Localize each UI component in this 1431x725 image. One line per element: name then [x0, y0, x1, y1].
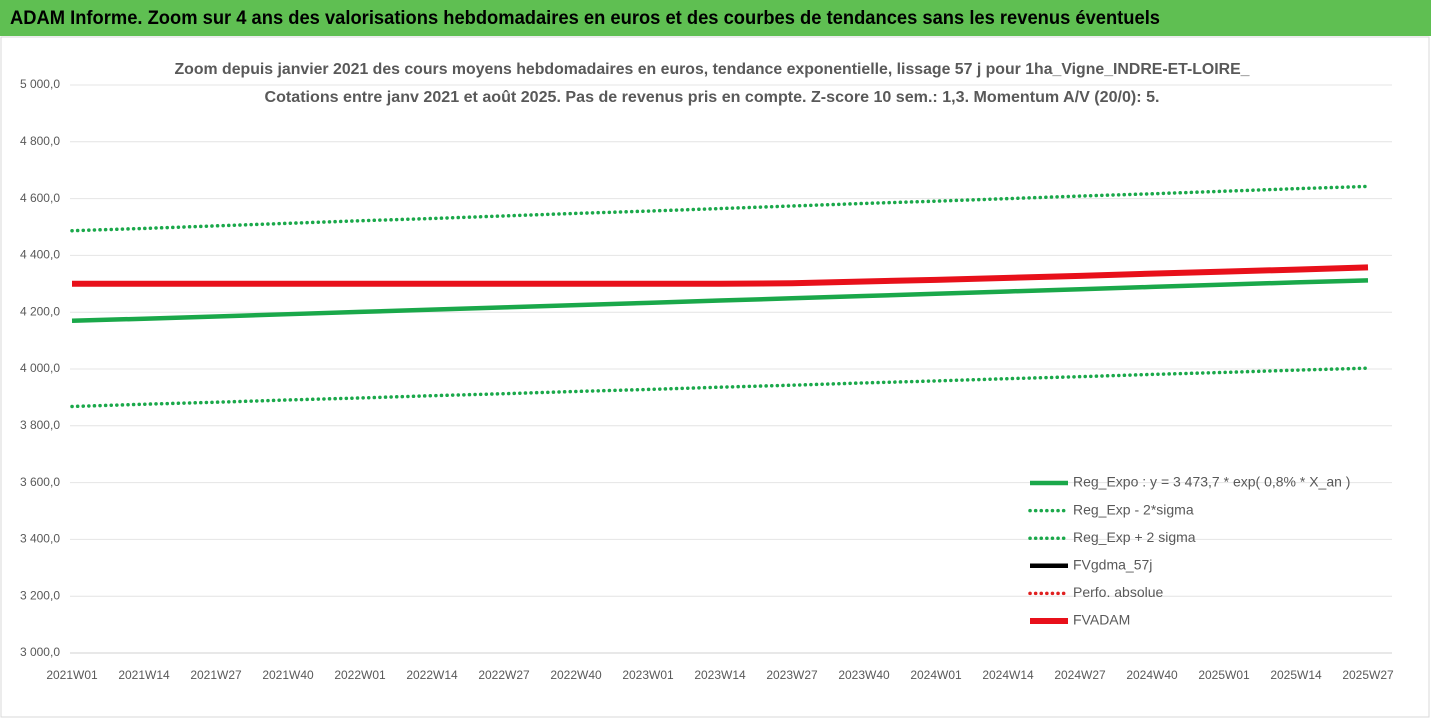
legend-label: Reg_Expo : y = 3 473,7 * exp( 0,8% * X_a… — [1073, 474, 1350, 490]
legend-label: FVADAM — [1073, 612, 1130, 628]
x-tick-label: 2021W40 — [262, 668, 314, 682]
x-tick-label: 2021W14 — [118, 668, 170, 682]
x-tick-label: 2023W01 — [622, 668, 674, 682]
header-title: ADAM Informe. Zoom sur 4 ans des valoris… — [10, 8, 1160, 29]
x-tick-label: 2021W01 — [46, 668, 98, 682]
chart-subtitle: Cotations entre janv 2021 et août 2025. … — [265, 89, 1160, 106]
header-bar — [0, 0, 1431, 36]
y-tick-label: 4 000,0 — [20, 361, 60, 375]
series-line — [71, 278, 1369, 323]
series-line — [70, 184, 1370, 233]
x-tick-label: 2021W27 — [190, 668, 242, 682]
y-tick-label: 5 000,0 — [20, 77, 60, 91]
x-tick-label: 2022W27 — [478, 668, 530, 682]
x-tick-label: 2022W14 — [406, 668, 458, 682]
x-tick-label: 2024W01 — [910, 668, 962, 682]
chart-title: Zoom depuis janvier 2021 des cours moyen… — [175, 61, 1251, 78]
chart-border — [0, 36, 1430, 718]
y-tick-label: 3 800,0 — [20, 418, 60, 432]
y-tick-label: 4 400,0 — [20, 248, 60, 262]
y-tick-label: 4 800,0 — [20, 134, 60, 148]
y-tick-label: 4 200,0 — [20, 304, 60, 318]
y-tick-label: 3 200,0 — [20, 588, 60, 602]
x-tick-label: 2023W14 — [694, 668, 746, 682]
y-tick-label: 3 600,0 — [20, 475, 60, 489]
x-tick-label: 2025W14 — [1270, 668, 1322, 682]
legend-label: Perfo. absolue — [1073, 584, 1163, 600]
x-tick-label: 2022W40 — [550, 668, 602, 682]
legend-label: Reg_Exp - 2*sigma — [1073, 501, 1194, 517]
series-line — [72, 264, 1369, 287]
x-tick-label: 2024W27 — [1054, 668, 1106, 682]
legend-label: Reg_Exp + 2 sigma — [1073, 529, 1196, 545]
x-tick-label: 2024W40 — [1126, 668, 1178, 682]
x-tick-label: 2022W01 — [334, 668, 386, 682]
legend-label: FVgdma_57j — [1073, 557, 1152, 573]
x-tick-label: 2023W27 — [766, 668, 818, 682]
x-tick-label: 2024W14 — [982, 668, 1034, 682]
y-tick-label: 3 000,0 — [20, 645, 60, 659]
series-line — [70, 366, 1370, 409]
x-tick-label: 2025W27 — [1342, 668, 1394, 682]
x-tick-label: 2025W01 — [1198, 668, 1250, 682]
y-tick-label: 4 600,0 — [20, 191, 60, 205]
y-tick-label: 3 400,0 — [20, 532, 60, 546]
x-tick-label: 2023W40 — [838, 668, 890, 682]
